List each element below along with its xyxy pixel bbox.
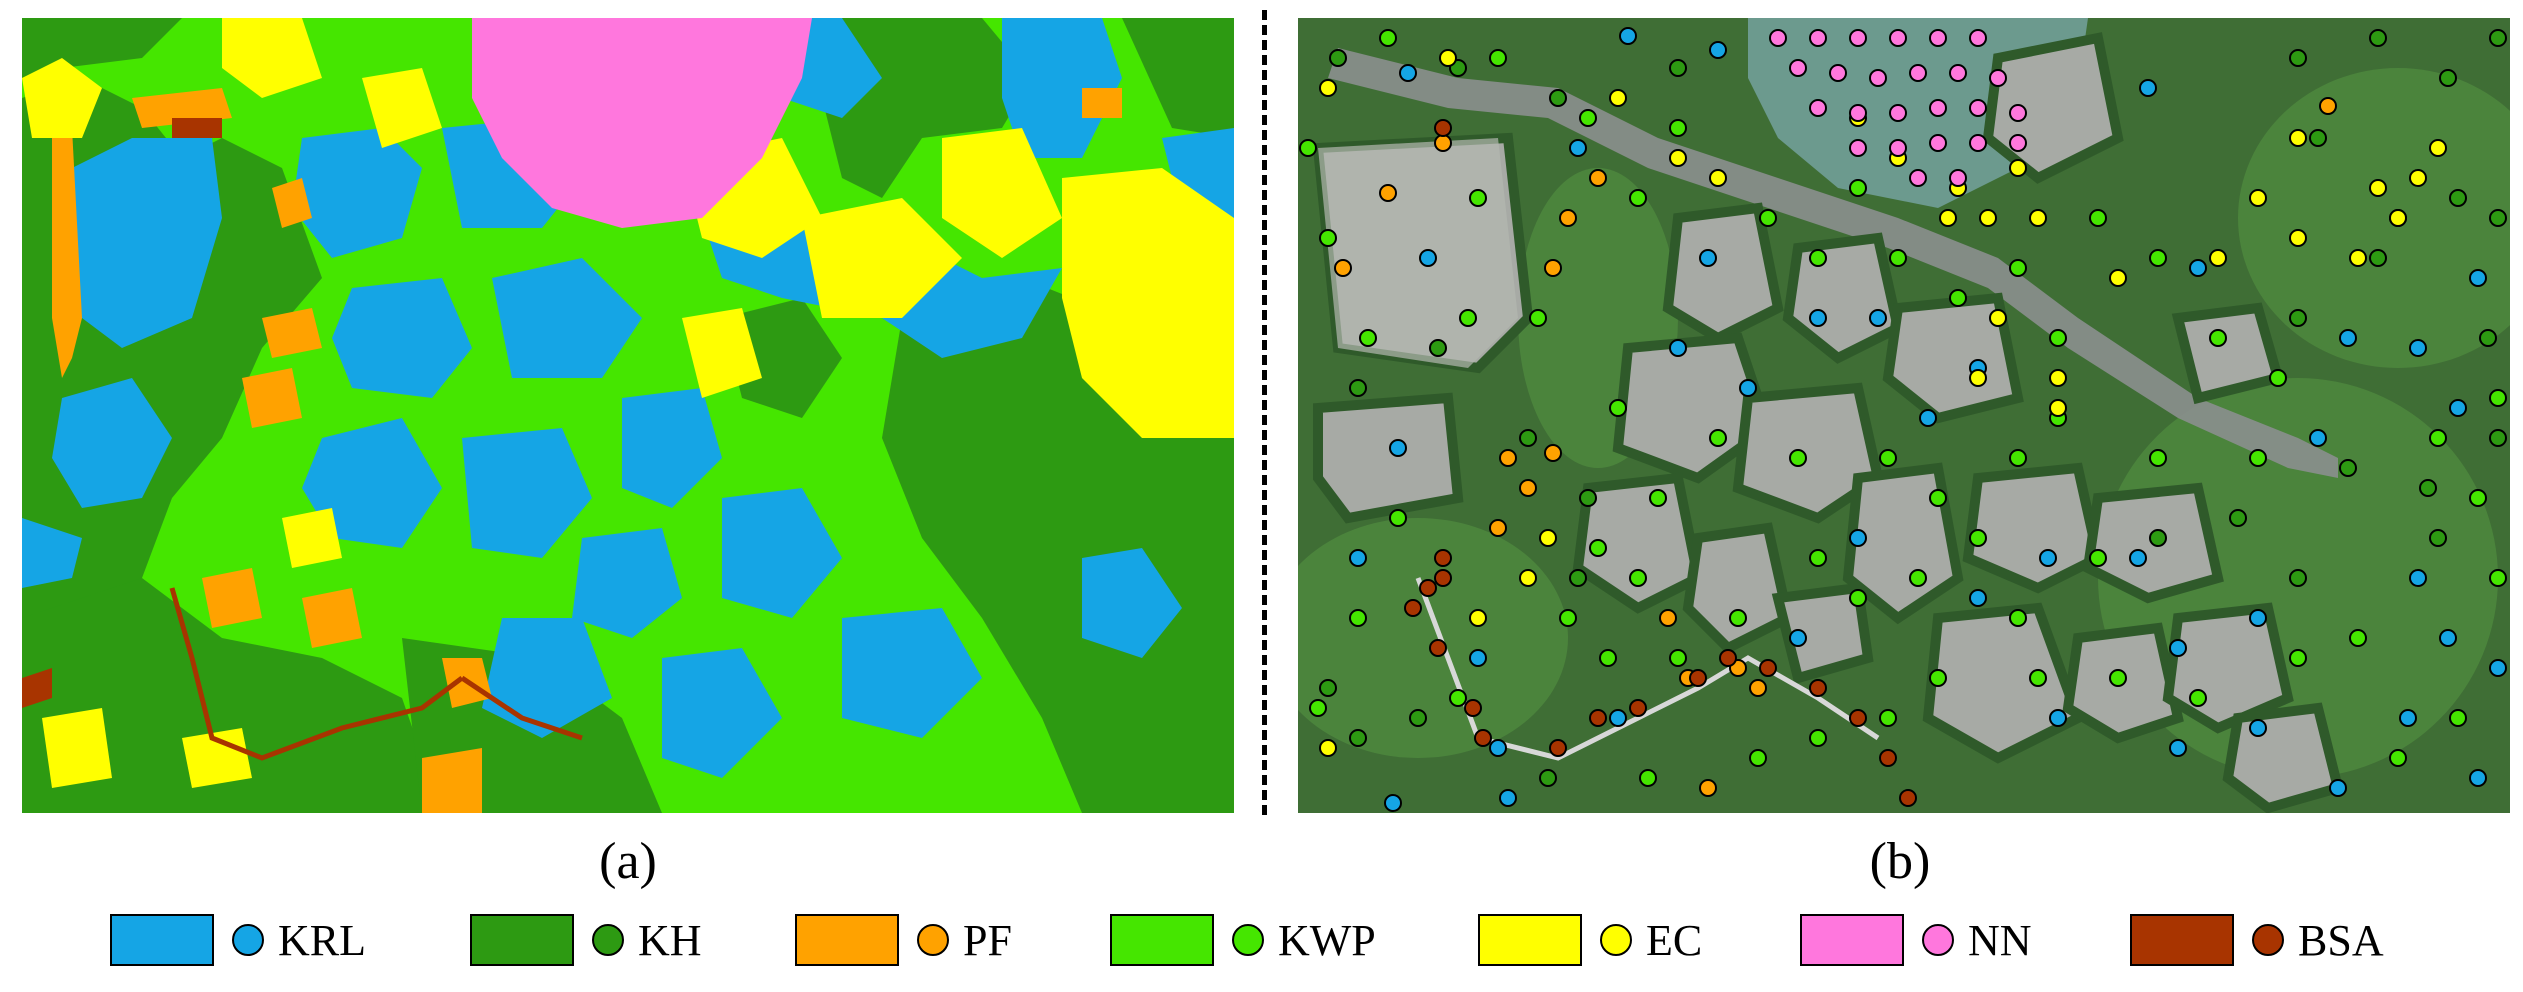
legend-swatch-kh	[470, 914, 574, 966]
legend-swatch-ec	[1478, 914, 1582, 966]
aerial-photo-map	[1298, 18, 2510, 813]
classification-map-graphic	[22, 18, 1234, 813]
legend-label-ec: EC	[1646, 915, 1703, 965]
pf-regions	[52, 88, 1122, 813]
legend: KRL KH PF KWP EC NN BSA	[0, 905, 2523, 975]
classification-map	[22, 18, 1234, 813]
legend-swatch-kwp	[1110, 914, 1214, 966]
legend-label-bsa: BSA	[2298, 915, 2384, 965]
bsa-paths	[169, 587, 583, 761]
legend-item-bsa: BSA	[2130, 905, 2384, 975]
legend-item-kh: KH	[470, 905, 702, 975]
legend-dot-pf	[917, 924, 949, 956]
legend-dot-kh	[592, 924, 624, 956]
legend-dot-bsa	[2252, 924, 2284, 956]
panel-divider	[1262, 10, 1267, 815]
legend-label-kwp: KWP	[1278, 915, 1376, 965]
legend-item-nn: NN	[1800, 905, 2032, 975]
legend-item-pf: PF	[795, 905, 1012, 975]
legend-item-krl: KRL	[110, 905, 366, 975]
legend-swatch-nn	[1800, 914, 1904, 966]
legend-item-kwp: KWP	[1110, 905, 1376, 975]
ec-regions	[22, 18, 1234, 788]
nn-region	[472, 18, 812, 228]
legend-label-nn: NN	[1968, 915, 2032, 965]
sample-points	[1299, 27, 2507, 812]
legend-label-pf: PF	[963, 915, 1012, 965]
legend-swatch-pf	[795, 914, 899, 966]
legend-label-krl: KRL	[278, 915, 366, 965]
panel-label-b: (b)	[1869, 833, 1931, 890]
legend-dot-krl	[232, 924, 264, 956]
legend-dot-kwp	[1232, 924, 1264, 956]
legend-label-kh: KH	[638, 915, 702, 965]
legend-dot-nn	[1922, 924, 1954, 956]
legend-item-ec: EC	[1478, 905, 1702, 975]
legend-swatch-krl	[110, 914, 214, 966]
panel-label-a: (a)	[599, 833, 657, 890]
aerial-photo-graphic	[1298, 18, 2510, 813]
legend-dot-ec	[1600, 924, 1632, 956]
legend-swatch-bsa	[2130, 914, 2234, 966]
krl-regions	[22, 18, 1234, 778]
